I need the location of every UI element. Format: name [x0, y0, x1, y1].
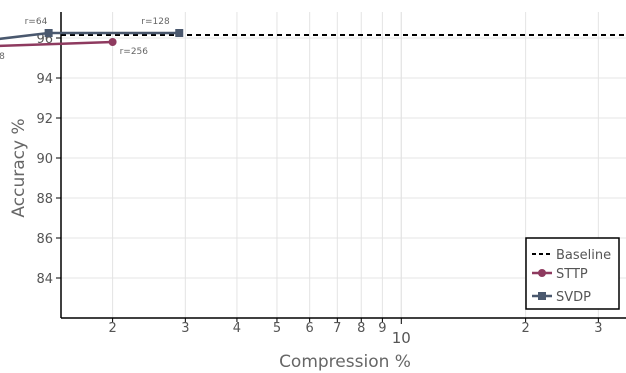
- point-svdp: [175, 29, 184, 37]
- y-tick-label: 90: [36, 152, 53, 167]
- series-layer: [0, 29, 184, 48]
- x-tick-label: 3: [594, 321, 602, 336]
- legend-sttp-marker: [538, 269, 546, 277]
- y-tick-label: 86: [36, 232, 53, 247]
- x-tick-label: 2: [521, 321, 529, 336]
- x-tick-label: 3: [181, 321, 189, 336]
- x-tick-label: 5: [273, 321, 281, 336]
- x-tick-label: 8: [357, 321, 365, 336]
- y-tick-label: 94: [36, 72, 53, 87]
- axes-layer: [60, 12, 626, 319]
- x-tick-label: 10: [392, 329, 411, 347]
- point-label-svdp: r=128: [141, 17, 170, 27]
- x-tick-label: 4: [233, 321, 241, 336]
- point-label-svdp: r=64: [25, 17, 48, 27]
- point-label-sttp: r=256: [120, 47, 149, 57]
- x-tick-label: 7: [333, 321, 341, 336]
- x-tick-label: 6: [306, 321, 314, 336]
- y-tick-label: 92: [36, 112, 53, 127]
- x-tick-label: 9: [378, 321, 386, 336]
- point-svdp: [44, 29, 53, 37]
- x-tick-label: 2: [108, 321, 116, 336]
- legend-baseline-label: Baseline: [556, 248, 611, 263]
- label-layer: r=8r=16r=32r=64r=128r=256r=4r=8r=16r=32r…: [0, 17, 170, 62]
- point-label-sttp: r=128: [0, 52, 5, 62]
- legend: Baseline STTP SVDP: [525, 237, 620, 310]
- series-line-svdp: [0, 31, 180, 41]
- y-tick-label: 88: [36, 192, 53, 207]
- y-tick-label: 84: [36, 272, 53, 287]
- tick-layer: 23456789123456789102384868890929496: [36, 32, 602, 347]
- legend-svdp-marker: [538, 292, 546, 300]
- legend-sttp-label: STTP: [556, 267, 588, 282]
- point-sttp: [108, 38, 117, 46]
- y-axis-title: Accuracy %: [9, 118, 29, 217]
- x-axis-title: Compression %: [279, 352, 411, 372]
- legend-svdp-label: SVDP: [556, 290, 591, 305]
